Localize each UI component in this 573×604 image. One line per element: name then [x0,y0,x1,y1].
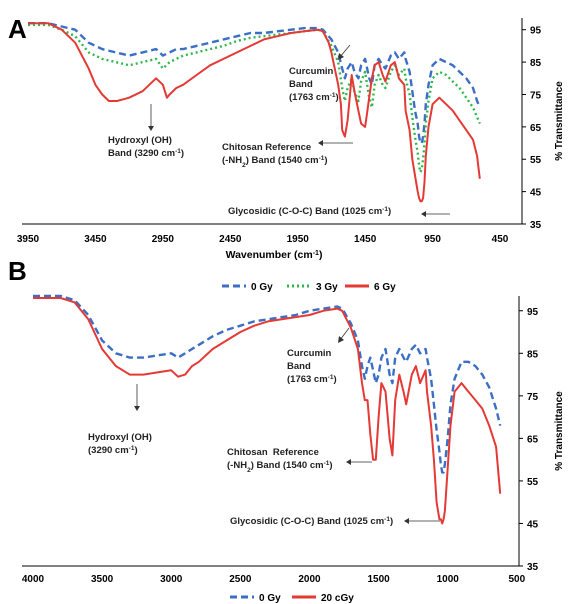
curcumin-wavenumber-a: (1763 cm-1) [289,92,339,104]
chitosan-label-b: Chitosan Reference [227,447,319,458]
panel-a-x-tick-label: 3950 [17,234,40,245]
panel-b-y-axis-title: % Transmittance [554,391,565,471]
panel-a-series-6gy [28,22,481,203]
hydroxyl-band-label-a: Band (3290 cm-1) [108,148,184,160]
curcumin-arrowhead-a [338,53,344,60]
panel-a-y-tick-label: 65 [530,123,542,134]
panel-a-legend: 0 Gy 3 Gy 6 Gy [222,282,396,293]
panel-a-x-axis-title: Wavenumber (cm-1) [226,249,323,261]
curcumin-label-b: Curcumin [287,348,332,359]
panel-b-x-tick-label: 1000 [437,574,460,585]
panel-b-series-20cgy [33,297,502,525]
panel-b-label: B [8,256,27,286]
hydroxyl-wavenumber-b: (3290 cm-1) [88,445,138,457]
panel-b-y-tick-label: 75 [527,392,539,403]
chitosan-band-label-a: (-NH2) Band (1540 cm-1) [222,155,328,169]
panel-a-y-tick-label: 75 [530,90,542,101]
panel-a-x-tick-label: 2450 [219,234,242,245]
panel-b-x-tick-label: 2000 [298,574,321,585]
panel-b-y-tick-label: 95 [527,307,539,318]
panel-a-x-tick-label: 3450 [84,234,107,245]
panel-a: A 35 45 55 65 75 85 95 3950 3450 2950 2450 1950 145… [8,14,565,293]
chitosan-label-a: Chitosan Reference [222,142,311,153]
panel-a-y-axis-title: % Transmittance [554,81,565,161]
panel-b-x-tick-label: 1500 [367,574,390,585]
hydroxyl-label-a: Hydroxyl (OH) [108,135,172,146]
panel-b-y-tick-label: 65 [527,434,539,445]
legend-a-3gy-label: 3 Gy [316,282,338,293]
panel-a-series-0gy [28,22,481,145]
legend-a-0gy-label: 0 Gy [251,282,273,293]
panel-a-series-3gy [28,23,481,174]
panel-b-x-tick-label: 500 [508,574,525,585]
glycosidic-label-b: Glycosidic (C-O-C) Band (1025 cm-1) [230,516,393,528]
chitosan-arrowhead-a [318,140,323,146]
glycosidic-arrowhead-a [421,211,426,217]
legend-b-20cgy-label: 20 cGy [321,593,354,604]
panel-b-y-tick-label: 55 [527,477,539,488]
panel-a-y-tick-label: 85 [530,58,542,69]
legend-a-6gy-label: 6 Gy [374,282,396,293]
panel-b-series-0gy [33,294,502,474]
hydroxyl-arrowhead-a [148,126,154,131]
panel-a-y-tick-label: 55 [530,155,542,166]
panel-a-label: A [8,14,27,44]
chitosan-band-label-b: (-NH2) Band (1540 cm-1) [227,460,333,474]
hydroxyl-arrowhead-b [134,406,140,411]
panel-b-y-tick-label: 85 [527,349,539,360]
panel-b: B 35 45 55 65 75 85 95 4000 3500 3000 2500 2000 150… [8,256,565,604]
curcumin-band-label-a: Band [289,79,313,90]
curcumin-wavenumber-b: (1763 cm-1) [287,374,337,386]
chitosan-arrowhead-b [346,459,351,465]
panel-b-x-tick-label: 3500 [91,574,114,585]
panel-a-y-tick-label: 45 [530,188,542,199]
panel-a-x-tick-label: 2950 [152,234,175,245]
panel-b-x-tick-label: 3000 [160,574,183,585]
panel-a-x-tick-label: 1950 [287,234,310,245]
panel-b-annotations: Curcumin Band (1763 cm-1) Hydroxyl (OH) … [88,327,440,528]
legend-b-0gy-label: 0 Gy [259,593,281,604]
hydroxyl-label-b: Hydroxyl (OH) [88,432,152,443]
panel-b-y-tick-label: 45 [527,519,539,530]
curcumin-arrow-a [339,44,351,58]
panel-b-x-tick-label: 2500 [229,574,252,585]
curcumin-band-label-b: Band [287,361,311,372]
panel-a-x-tick-label: 950 [424,234,441,245]
glycosidic-label-a: Glycosidic (C-O-C) Band (1025 cm-1) [228,206,391,218]
panel-a-x-tick-label: 450 [492,234,509,245]
panel-a-x-tick-label: 1450 [354,234,377,245]
panel-a-y-tick-label: 35 [530,220,542,231]
panel-a-annotations: Curcumin Band (1763 cm-1) Hydroxyl (OH) … [108,44,450,218]
panel-b-legend: 0 Gy 20 cGy [230,593,354,604]
glycosidic-arrowhead-b [404,518,409,524]
curcumin-arrowhead-b [338,336,344,343]
panel-b-y-tick-label: 35 [527,562,539,573]
curcumin-label-a: Curcumin [289,66,334,77]
panel-a-y-tick-label: 95 [530,26,542,37]
panel-b-x-tick-label: 4000 [22,574,45,585]
